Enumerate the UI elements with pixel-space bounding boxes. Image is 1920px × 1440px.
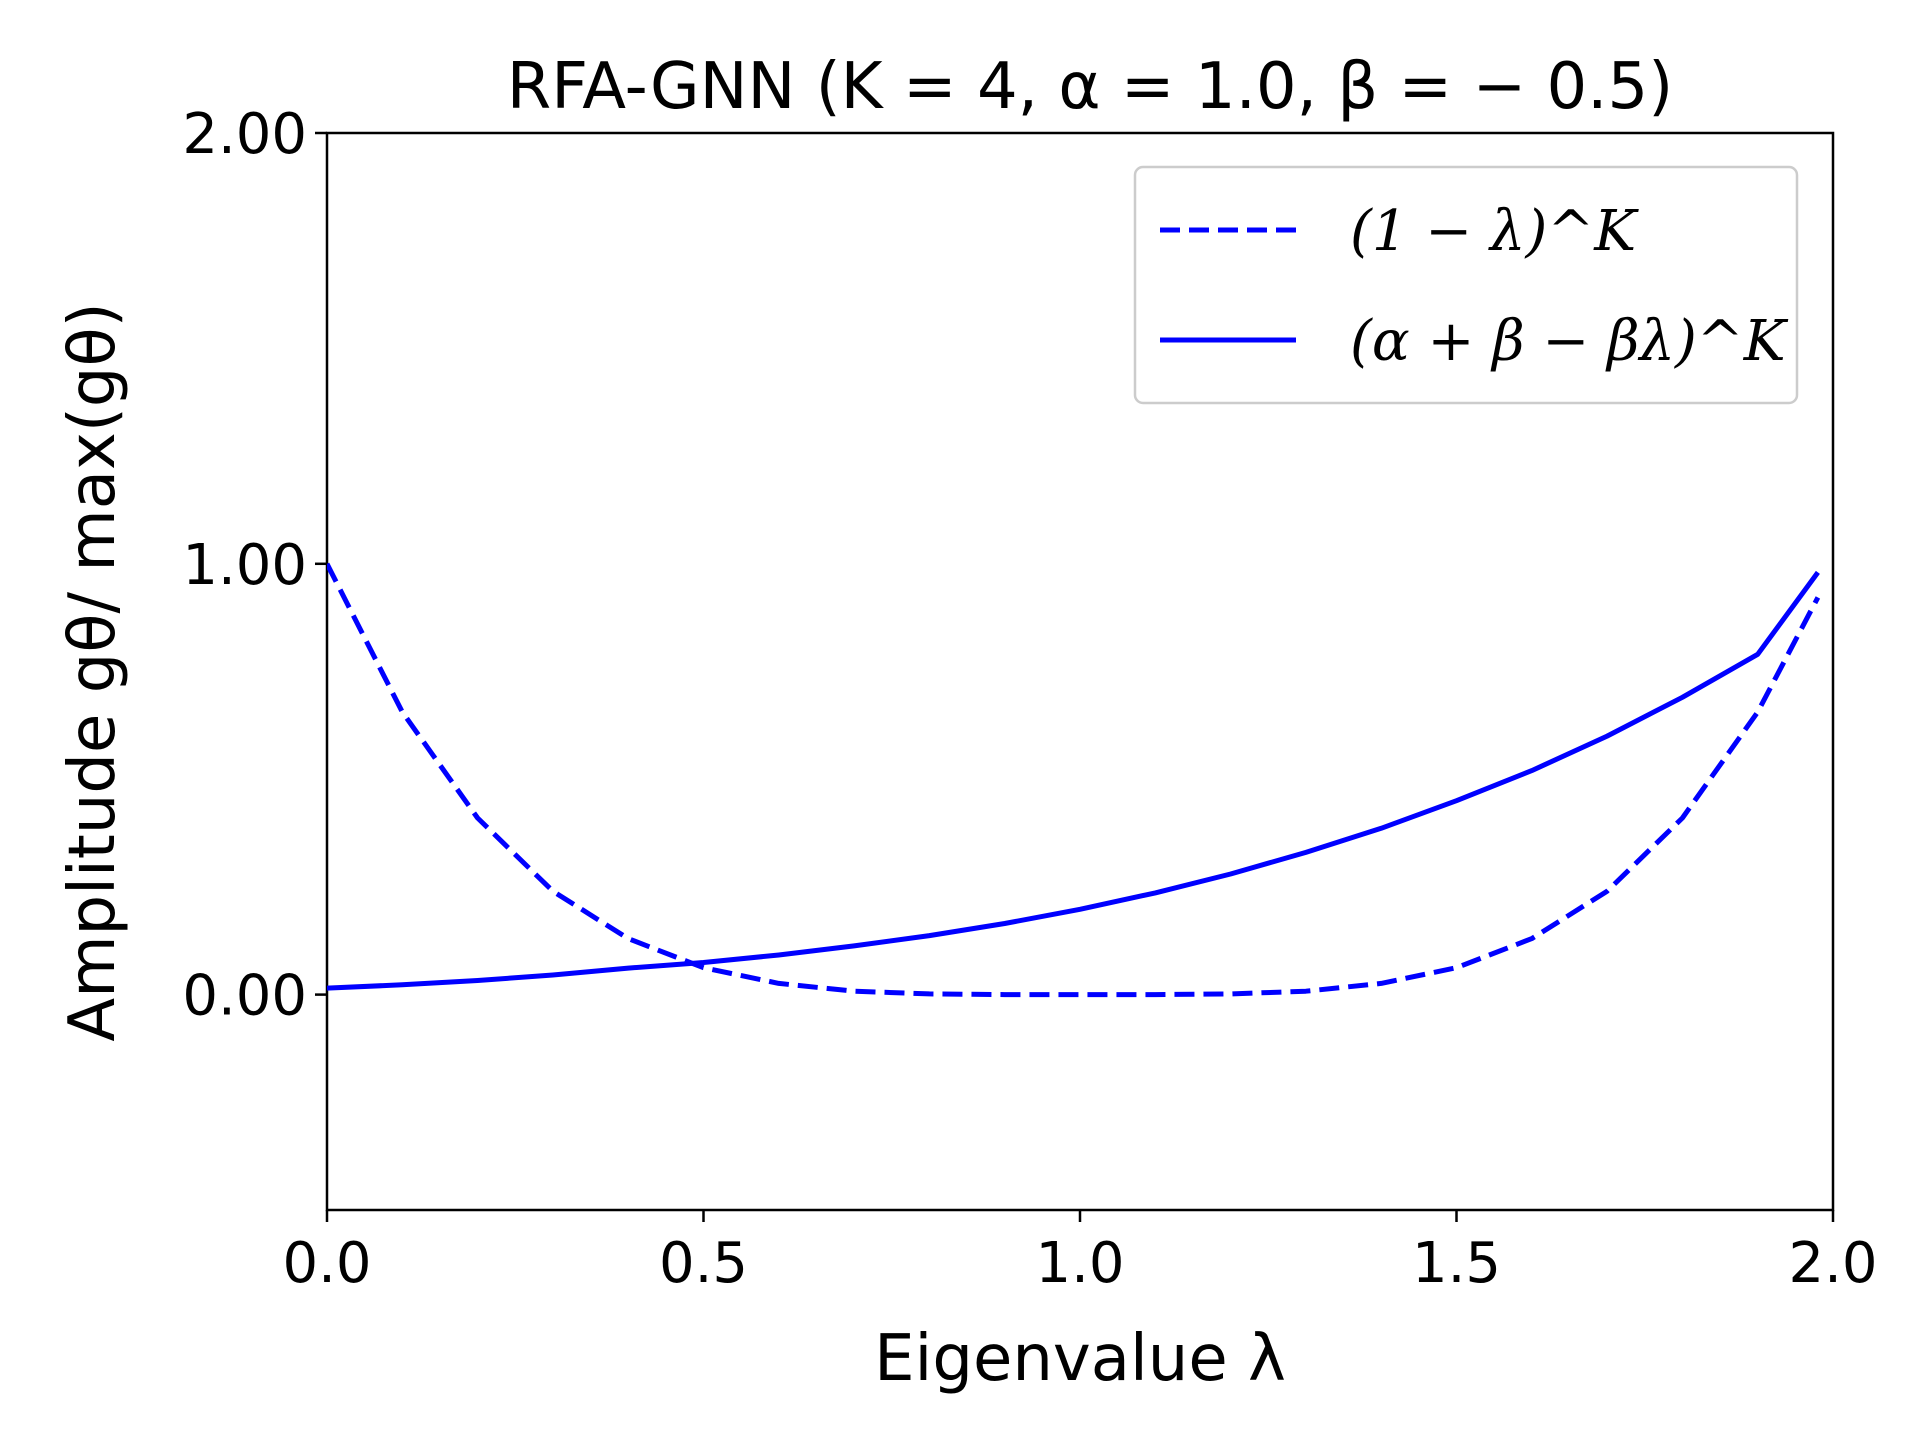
y-tick-label: 0.00: [182, 964, 307, 1029]
x-tick-label: 1.0: [1035, 1231, 1124, 1296]
x-axis-ticks: 0.0 0.5 1.0 1.5 2.0: [282, 1210, 1878, 1296]
y-tick-label: 1.00: [182, 533, 307, 598]
y-axis-title: Amplitude gθ/ max(gθ): [56, 302, 130, 1041]
y-tick-label: 2.00: [182, 102, 307, 167]
chart-title: RFA-GNN (K = 4, α = 1.0, β = − 0.5): [507, 50, 1673, 124]
x-tick-label: 0.0: [282, 1231, 371, 1296]
series-line-dashed: [327, 562, 1821, 998]
series-layer: [327, 562, 1821, 998]
x-tick-label: 0.5: [659, 1231, 748, 1296]
x-tick-label: 2.0: [1788, 1231, 1877, 1296]
legend: (1 − λ)^K (α + β − βλ)^K: [1133, 165, 1799, 405]
x-axis-title: Eigenvalue λ: [874, 1322, 1286, 1396]
legend-label-solid: (α + β − βλ)^K: [1350, 309, 1789, 374]
legend-box: [1133, 165, 1799, 405]
x-tick-label: 1.5: [1412, 1231, 1501, 1296]
legend-label-dashed: (1 − λ)^K: [1350, 199, 1639, 264]
y-axis-ticks: 0.00 1.00 2.00: [182, 102, 327, 1029]
series-line-solid: [327, 570, 1820, 991]
